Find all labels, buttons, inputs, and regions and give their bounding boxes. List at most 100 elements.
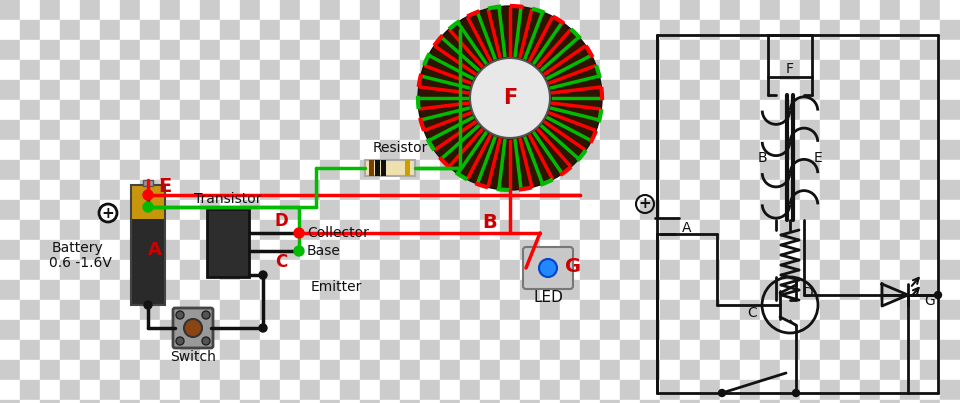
Bar <box>780 80 800 100</box>
Bar <box>180 40 200 60</box>
Bar <box>60 180 80 200</box>
Bar <box>200 260 220 280</box>
Bar <box>280 0 300 20</box>
Bar <box>240 320 260 340</box>
Bar <box>620 160 640 180</box>
Circle shape <box>718 390 726 397</box>
Bar <box>460 300 480 320</box>
Bar <box>460 200 480 220</box>
Bar <box>360 340 380 360</box>
Bar <box>131 218 165 305</box>
Bar <box>680 60 700 80</box>
Bar <box>200 180 220 200</box>
Bar <box>840 40 860 60</box>
Bar <box>40 40 60 60</box>
Bar <box>200 240 220 260</box>
Bar <box>300 0 320 20</box>
Bar <box>740 360 760 380</box>
Bar <box>200 340 220 360</box>
Bar <box>280 380 300 400</box>
Bar <box>360 100 380 120</box>
Bar <box>440 260 460 280</box>
Bar <box>940 80 960 100</box>
Bar <box>380 140 400 160</box>
Bar <box>600 40 620 60</box>
Bar <box>540 20 560 40</box>
Bar <box>480 40 500 60</box>
Bar <box>500 360 520 380</box>
Bar <box>880 0 900 20</box>
Bar <box>20 360 40 380</box>
Bar <box>740 340 760 360</box>
Bar <box>340 380 360 400</box>
Bar <box>360 140 380 160</box>
Bar <box>780 360 800 380</box>
Bar <box>640 300 660 320</box>
Bar <box>260 320 280 340</box>
Bar <box>640 360 660 380</box>
Bar <box>60 20 80 40</box>
Bar <box>900 60 920 80</box>
Bar <box>780 180 800 200</box>
Bar <box>620 320 640 340</box>
Bar <box>640 260 660 280</box>
Bar <box>640 200 660 220</box>
Bar <box>360 400 380 403</box>
Bar <box>540 180 560 200</box>
Bar <box>140 40 160 60</box>
Text: C: C <box>747 306 756 320</box>
Bar <box>40 100 60 120</box>
Bar <box>400 320 420 340</box>
Bar <box>0 100 20 120</box>
Bar <box>60 220 80 240</box>
Bar <box>520 0 540 20</box>
Bar <box>780 120 800 140</box>
Bar <box>340 140 360 160</box>
Bar <box>420 120 440 140</box>
Bar <box>800 240 820 260</box>
Bar <box>680 320 700 340</box>
Bar <box>140 220 160 240</box>
Bar <box>880 20 900 40</box>
Bar <box>20 340 40 360</box>
Bar <box>540 160 560 180</box>
Bar <box>240 160 260 180</box>
Bar <box>260 0 280 20</box>
Text: E: E <box>814 150 823 164</box>
Bar <box>880 380 900 400</box>
Bar <box>420 140 440 160</box>
Bar <box>560 20 580 40</box>
Bar <box>360 380 380 400</box>
Bar <box>580 240 600 260</box>
Bar <box>240 340 260 360</box>
Bar <box>240 80 260 100</box>
Bar <box>660 220 680 240</box>
Bar <box>160 160 180 180</box>
Bar <box>860 360 880 380</box>
Bar <box>280 220 300 240</box>
Bar <box>900 240 920 260</box>
Bar <box>680 400 700 403</box>
Bar <box>200 80 220 100</box>
Text: C: C <box>275 253 287 271</box>
Bar <box>840 240 860 260</box>
Text: Emitter: Emitter <box>311 280 362 294</box>
Bar <box>0 400 20 403</box>
Bar <box>240 120 260 140</box>
Bar <box>320 200 340 220</box>
Bar <box>220 240 240 260</box>
Bar <box>320 340 340 360</box>
Bar <box>440 380 460 400</box>
Bar <box>480 320 500 340</box>
Bar <box>760 220 780 240</box>
Bar <box>660 0 680 20</box>
Bar <box>540 80 560 100</box>
Bar <box>60 320 80 340</box>
Circle shape <box>143 202 153 212</box>
Bar <box>620 360 640 380</box>
Bar <box>400 260 420 280</box>
Bar <box>160 40 180 60</box>
Bar <box>500 380 520 400</box>
Bar <box>940 60 960 80</box>
Bar <box>360 60 380 80</box>
